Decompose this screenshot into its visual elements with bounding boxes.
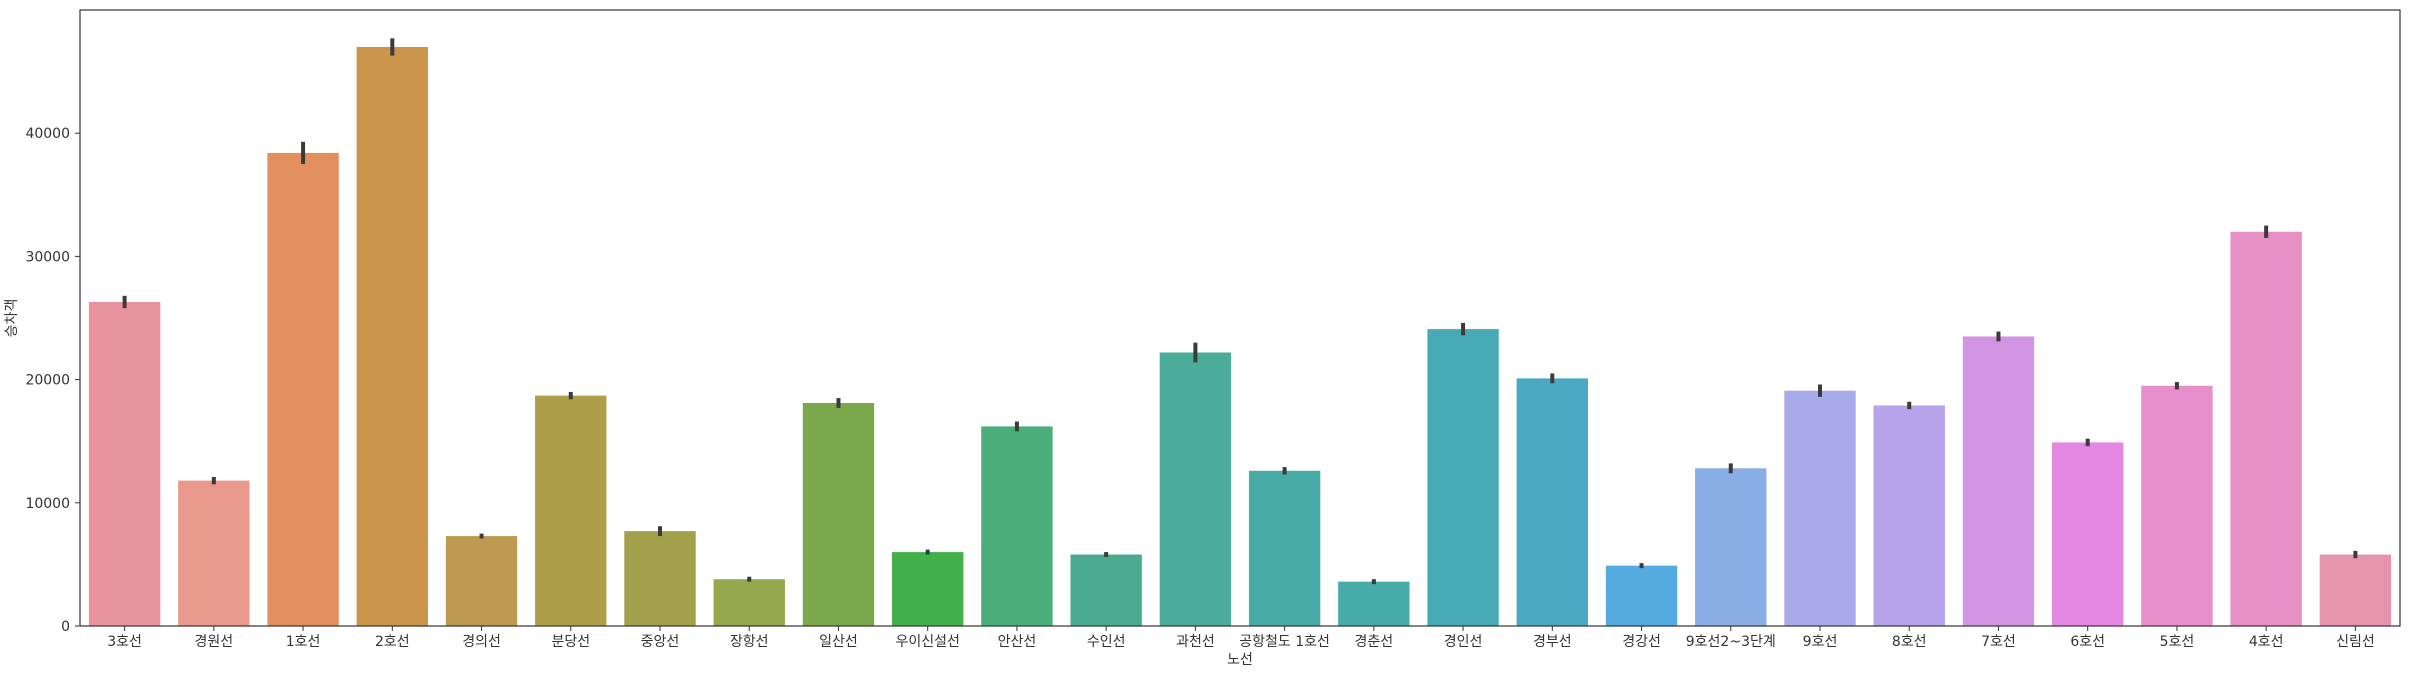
x-tick-label: 6호선 (2070, 634, 2105, 650)
x-tick-label: 신림선 (2336, 634, 2375, 650)
x-tick-label: 경원선 (195, 634, 234, 650)
x-tick-label: 경부선 (1533, 634, 1572, 650)
y-tick-label: 0 (61, 619, 70, 635)
bar (1159, 352, 1232, 626)
y-tick-label: 40000 (25, 126, 70, 142)
bar (981, 426, 1053, 626)
x-tick-label: 경춘선 (1355, 634, 1394, 650)
bar (1695, 468, 1767, 626)
bar (802, 403, 875, 626)
bar (1873, 405, 1945, 626)
y-axis-label: 승차객 (4, 299, 20, 338)
bar (1427, 329, 1499, 626)
x-tick-label: 1호선 (286, 634, 321, 650)
x-tick-label: 3호선 (107, 634, 142, 650)
x-tick-label: 일산선 (819, 634, 858, 650)
bar (535, 395, 607, 626)
x-tick-label: 4호선 (2249, 634, 2284, 650)
bar (178, 480, 250, 626)
bar (267, 152, 339, 627)
bar (356, 46, 428, 626)
x-tick-label: 분당선 (551, 634, 590, 650)
y-tick-label: 20000 (25, 373, 70, 389)
bar (2230, 231, 2302, 626)
x-tick-label: 5호선 (2160, 634, 2195, 650)
x-tick-label: 공항철도 1호선 (1239, 634, 1330, 650)
bar (1962, 336, 2035, 626)
x-tick-label: 경강선 (1622, 634, 1661, 650)
x-tick-label: 경인선 (1444, 634, 1483, 650)
bar (2319, 554, 2392, 626)
bar (1605, 565, 1678, 626)
x-tick-label: 우이신설선 (895, 634, 959, 650)
x-tick-label: 8호선 (1892, 634, 1927, 650)
bar (2052, 442, 2124, 626)
bar (1248, 470, 1321, 626)
bar (1784, 390, 1856, 626)
bar (2141, 385, 2213, 626)
y-tick-label: 30000 (25, 249, 70, 265)
x-tick-label: 수인선 (1087, 634, 1126, 650)
x-tick-label: 2호선 (375, 634, 410, 650)
x-tick-label: 과천선 (1176, 634, 1215, 650)
bar (624, 531, 696, 626)
x-tick-label: 안산선 (998, 634, 1037, 650)
bar (892, 552, 964, 626)
y-tick-label: 10000 (25, 496, 70, 512)
x-tick-label: 9호선2~3단계 (1686, 634, 1776, 650)
x-axis-label: 노선 (1227, 652, 1253, 668)
x-tick-label: 장항선 (730, 634, 769, 650)
bar (713, 579, 785, 626)
x-tick-label: 9호선 (1803, 634, 1838, 650)
x-tick-label: 중앙선 (641, 634, 680, 650)
plot-frame (79, 9, 2401, 627)
bar (445, 536, 518, 626)
bar (1338, 581, 1410, 626)
bar (1516, 378, 1588, 626)
bar (88, 301, 161, 626)
x-tick-label: 7호선 (1981, 634, 2016, 650)
x-tick-label: 경의선 (462, 634, 501, 650)
bar (1070, 554, 1142, 626)
